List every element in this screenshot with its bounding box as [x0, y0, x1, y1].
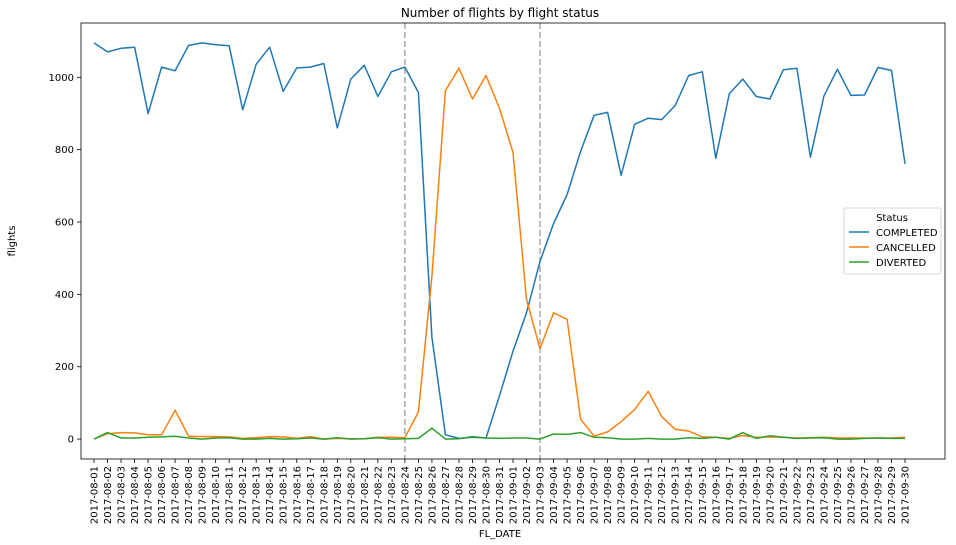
x-tick-label: 2017-08-17 — [306, 466, 317, 524]
x-tick-label: 2017-08-24 — [400, 466, 411, 524]
x-tick-label: 2017-09-17 — [725, 466, 736, 524]
x-tick-label: 2017-09-10 — [630, 466, 641, 524]
x-tick-label: 2017-08-06 — [157, 466, 168, 524]
x-tick-label: 2017-08-28 — [454, 466, 465, 524]
x-tick-label: 2017-08-12 — [238, 466, 249, 524]
x-tick-label: 2017-08-03 — [117, 466, 128, 524]
x-tick-label: 2017-08-09 — [198, 466, 209, 524]
x-tick-label: 2017-09-20 — [765, 466, 776, 524]
chart-title: Number of flights by flight status — [401, 6, 599, 20]
x-tick-label: 2017-09-04 — [549, 466, 560, 524]
x-axis-label: FL_DATE — [479, 529, 521, 540]
x-tick-label: 2017-08-19 — [333, 466, 344, 524]
x-tick-label: 2017-08-29 — [468, 466, 479, 524]
x-tick-label: 2017-09-19 — [752, 466, 763, 524]
x-tick-label: 2017-09-06 — [576, 466, 587, 524]
legend-frame — [843, 207, 942, 275]
x-tick-label: 2017-09-15 — [698, 466, 709, 524]
y-tick-label: 600 — [55, 218, 74, 229]
y-tick-label: 200 — [55, 362, 74, 373]
x-tick-label: 2017-08-20 — [346, 466, 357, 524]
y-tick-label: 800 — [55, 145, 74, 156]
legend-title: Status — [876, 213, 908, 224]
legend: Status COMPLETED CANCELLED DIVERTED — [843, 207, 942, 275]
x-tick-label: 2017-09-23 — [806, 466, 817, 524]
x-tick-label: 2017-09-25 — [833, 466, 844, 524]
x-tick-label: 2017-09-21 — [779, 466, 790, 524]
x-tick-label: 2017-08-01 — [90, 466, 101, 524]
series-line-completed — [93, 42, 906, 440]
x-tick-label: 2017-09-24 — [819, 466, 830, 524]
x-tick-label: 2017-09-09 — [617, 466, 628, 524]
x-tick-label: 2017-09-08 — [603, 466, 614, 524]
x-tick-label: 2017-09-07 — [590, 466, 601, 524]
series-line-cancelled — [93, 67, 906, 440]
x-tick-label: 2017-08-31 — [495, 466, 506, 524]
x-tick-label: 2017-08-25 — [414, 466, 425, 524]
x-tick-label: 2017-09-05 — [563, 466, 574, 524]
x-tick-label: 2017-09-16 — [711, 466, 722, 524]
x-tick-label: 2017-08-04 — [130, 466, 141, 524]
x-tick-label: 2017-08-07 — [171, 466, 182, 524]
x-tick-label: 2017-09-26 — [846, 466, 857, 524]
x-tick-label: 2017-09-14 — [684, 466, 695, 524]
x-tick-label: 2017-08-02 — [103, 466, 114, 524]
y-tick-label: 0 — [68, 435, 74, 446]
x-tick-label: 2017-09-28 — [873, 466, 884, 524]
y-tick-label: 1000 — [49, 73, 74, 84]
x-tick-label: 2017-08-22 — [373, 466, 384, 524]
x-tick-label: 2017-08-13 — [252, 466, 263, 524]
x-tick-label: 2017-08-26 — [427, 466, 438, 524]
y-axis-label: flights — [7, 226, 18, 257]
x-tick-label: 2017-08-10 — [211, 466, 222, 524]
x-tick-label: 2017-08-11 — [225, 466, 236, 524]
x-tick-label: 2017-09-03 — [536, 466, 547, 524]
x-tick-label: 2017-08-16 — [292, 466, 303, 524]
x-tick-label: 2017-09-11 — [644, 466, 655, 524]
x-tick-label: 2017-09-29 — [887, 466, 898, 524]
x-tick-label: 2017-08-15 — [279, 466, 290, 524]
x-tick-label: 2017-09-01 — [509, 466, 520, 524]
x-tick-label: 2017-08-21 — [360, 466, 371, 524]
x-tick-label: 2017-09-30 — [901, 466, 912, 524]
x-tick-label: 2017-09-02 — [522, 466, 533, 524]
series-line-diverted — [93, 427, 905, 440]
x-tick-label: 2017-08-18 — [319, 466, 330, 524]
legend-label: COMPLETED — [876, 228, 938, 239]
x-tick-label: 2017-08-14 — [265, 466, 276, 524]
x-tick-label: 2017-08-30 — [481, 466, 492, 524]
legend-label: DIVERTED — [876, 258, 926, 269]
x-tick-label: 2017-09-13 — [671, 466, 682, 524]
plot-frame — [80, 22, 946, 460]
x-tick-label: 2017-08-08 — [184, 466, 195, 524]
y-tick-label: 400 — [55, 290, 74, 301]
x-tick-label: 2017-09-12 — [657, 466, 668, 524]
legend-label: CANCELLED — [876, 243, 936, 254]
x-tick-label: 2017-09-22 — [792, 466, 803, 524]
x-tick-label: 2017-09-27 — [860, 466, 871, 524]
x-tick-label: 2017-08-27 — [441, 466, 452, 524]
x-tick-label: 2017-08-23 — [387, 466, 398, 524]
x-tick-label: 2017-09-18 — [738, 466, 749, 524]
x-tick-label: 2017-08-05 — [144, 466, 155, 524]
